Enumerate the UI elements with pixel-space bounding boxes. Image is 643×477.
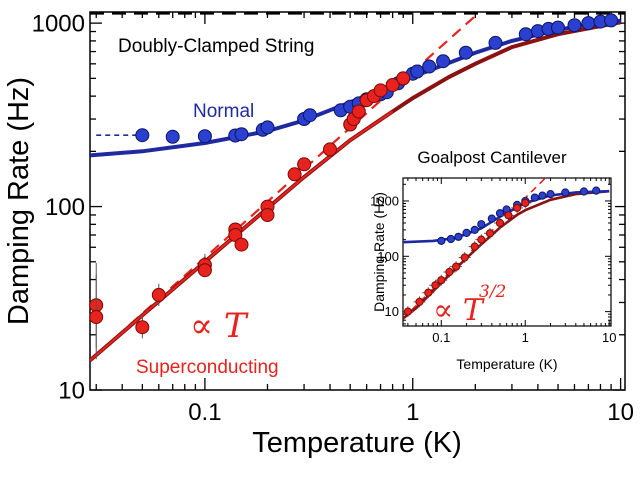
x-tick-label: 10 [602,330,616,345]
y-tick-label: 10 [58,377,85,404]
superconducting-label: Superconducting [136,357,279,378]
main-axis-ticks: 0.1 1 10 10 100 1000 [32,11,634,426]
y-tick-label: 1000 [370,194,399,209]
main-x-axis-label: Temperature (K) [252,427,462,459]
inset-normal-point [437,236,446,245]
normal-label: Normal [193,101,254,122]
normal-point [234,127,249,142]
y-tick-label: 100 [45,194,85,221]
inset-exponent-label: 3/2 [479,282,506,302]
x-tick-label: 1 [522,330,529,345]
inset-normal-point [454,232,463,241]
main-y-axis-label: Damping Rate (Hz) [3,77,35,325]
inset-background [371,175,615,365]
inset-superconducting-point [460,253,469,262]
inset-data-points [401,186,601,317]
inset-normal-point [561,188,570,197]
superconducting-point [373,83,388,98]
inset-superconducting-point [513,203,522,212]
normal-point [260,120,275,135]
superconducting-point [297,157,312,172]
inset-y-axis-label: Damping Rate (Hz) [371,192,387,312]
inset-normal-point [477,220,486,229]
superconducting-point [89,310,104,324]
x-tick-label: 0.1 [432,330,450,345]
inset-axis-ticks: 0.1 1 10 10 100 1000 [370,178,616,345]
inset-superconducting-point [485,229,495,238]
inset-title: Goalpost Cantilever [417,148,567,167]
main-limit-line-group [90,12,625,136]
inset-superconducting-point [477,235,486,244]
normal-point [488,35,503,50]
inset-superconducting-point [445,267,454,277]
inset-x-axis-label: Temperature (K) [456,356,557,372]
superconducting-point [385,78,400,92]
inset-normal-point [487,214,496,223]
superconducting-point [351,104,366,119]
superconducting-point [396,71,411,86]
normal-point [458,45,473,60]
main-data-points [89,13,619,360]
inset-normal-point [470,225,479,234]
normal-point [604,13,619,28]
inset-superconducting-point [424,288,433,297]
inset-normal-point [446,234,455,244]
normal-point [422,59,437,74]
y-tick-label: 100 [377,249,399,264]
superconducting-point [287,167,302,182]
inset-superconducting-point [470,242,479,251]
inset-normal-point [592,186,601,195]
inset-superconducting-point [495,218,505,228]
inset-superconducting-point [431,281,440,290]
x-tick-label: 1 [406,399,419,426]
normal-point [302,108,317,123]
inset-normal-point [579,187,589,196]
superconducting-point [323,142,337,157]
superconducting-point [260,208,275,222]
proportional-to-t-label: ∝ T [190,306,249,346]
y-tick-label: 1000 [32,11,85,38]
y-tick-label: 10 [385,304,399,319]
x-tick-label: 0.1 [188,399,221,426]
panel-label-doubly-clamped-string: Doubly-Clamped String [118,36,314,57]
inset-superconducting-point [403,307,412,316]
superconducting-point [197,263,212,278]
normal-point [567,18,582,33]
normal-point [165,129,180,144]
inset-normal-point [538,191,547,200]
inset-normal-point [495,209,505,218]
normal-point [518,27,533,42]
normal-point [436,54,451,69]
inset-superconducting-point [415,297,424,306]
inset-proportional-to-t-label: ∝ T [433,293,485,328]
inset-normal-point [546,190,555,199]
normal-point [410,64,425,79]
main-plot-frame [89,11,626,391]
normal-point [581,16,596,31]
inset-superconducting-point [437,276,446,285]
inset-superconducting-point [521,198,530,208]
inset-normal-point [462,228,471,237]
inset-superconducting-point [504,211,513,220]
normal-point [197,129,212,144]
normal-point [135,128,150,143]
normal-point [551,20,565,35]
inset-normal-point [530,193,539,202]
superconducting-point [234,237,249,252]
x-tick-label: 10 [607,399,634,426]
inset-superconducting-point [452,262,461,271]
superconducting-point [151,287,166,302]
superconducting-point [135,320,150,335]
